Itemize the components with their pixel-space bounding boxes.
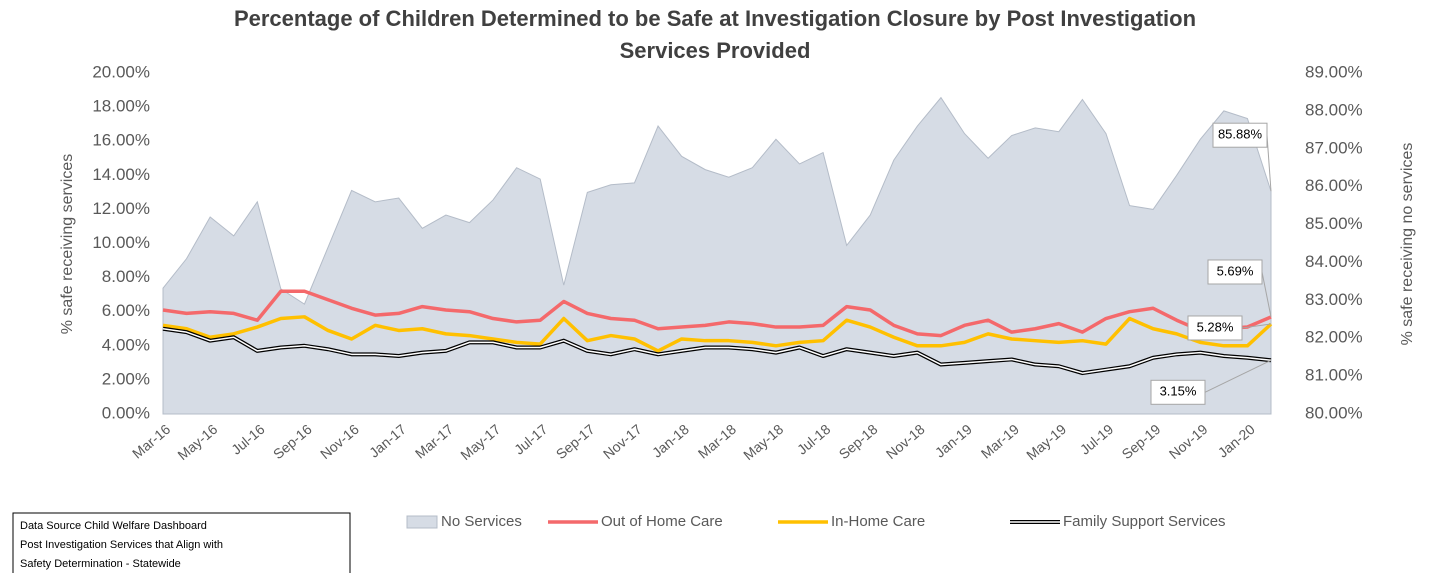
data-label-box xyxy=(1212,122,1268,148)
y-tick-label: 12.00% xyxy=(92,199,150,218)
x-tick-label: Nov-19 xyxy=(1166,421,1211,462)
x-tick-label: Sep-17 xyxy=(553,421,598,462)
x-tick-label: Sep-19 xyxy=(1119,421,1164,462)
data-label: 5.69% xyxy=(1217,263,1254,278)
y-tick-label: 10.00% xyxy=(92,233,150,252)
x-tick-label: Nov-17 xyxy=(600,421,645,462)
note: Safety Determination - Statewide xyxy=(20,558,181,570)
y2-tick-label: 82.00% xyxy=(1305,328,1363,347)
line xyxy=(162,289,1272,338)
x-tick-label: Jul-17 xyxy=(511,421,551,458)
x-tick-label: Jan-17 xyxy=(366,421,409,461)
note: Post Investigation Services that Align w… xyxy=(20,539,223,551)
y-tick-label: 16.00% xyxy=(92,131,150,150)
x-tick-label: Jul-16 xyxy=(228,421,268,458)
y-tick-label: 0.00% xyxy=(102,403,150,422)
x-tick-label: Jul-18 xyxy=(794,421,834,458)
y-tick-label: 8.00% xyxy=(102,267,150,286)
y2-tick-label: 86.00% xyxy=(1305,176,1363,195)
leader-line xyxy=(1241,323,1272,329)
area xyxy=(162,96,1272,415)
y-tick-label: 6.00% xyxy=(102,301,150,320)
x-tick-label: Jan-20 xyxy=(1215,421,1258,461)
data-label: 85.88% xyxy=(1218,127,1263,142)
x-tick-label: Mar-18 xyxy=(695,421,739,462)
x-tick-label: Sep-18 xyxy=(836,421,881,462)
chart-title: Percentage of Children Determined to be … xyxy=(234,6,1196,31)
legend-label: No Services xyxy=(441,513,522,530)
y-tick-label: 14.00% xyxy=(92,165,150,184)
x-tick-label: Jul-19 xyxy=(1077,421,1117,458)
data-label-box xyxy=(1150,379,1206,405)
y-axis-title: % safe receiving services xyxy=(59,154,76,335)
x-tick-label: Mar-17 xyxy=(412,421,456,462)
y2-axis-title: % safe receiving no services xyxy=(1399,143,1416,346)
x-tick-label: Sep-16 xyxy=(270,421,315,462)
legend-label: In-Home Care xyxy=(831,513,925,530)
y-tick-label: 18.00% xyxy=(92,97,150,116)
x-tick-label: Jan-18 xyxy=(649,421,692,461)
y2-tick-label: 84.00% xyxy=(1305,252,1363,271)
y2-tick-label: 80.00% xyxy=(1305,403,1363,422)
x-tick-label: May-16 xyxy=(174,421,220,463)
chart-title: Services Provided xyxy=(620,38,811,63)
x-tick-label: Mar-19 xyxy=(978,421,1022,462)
x-tick-label: May-17 xyxy=(457,421,503,463)
y-tick-label: 4.00% xyxy=(102,335,150,354)
x-tick-label: Mar-16 xyxy=(129,421,173,462)
y2-tick-label: 85.00% xyxy=(1305,214,1363,233)
line xyxy=(162,315,1273,353)
legend-swatch xyxy=(406,515,438,529)
x-tick-label: May-19 xyxy=(1023,421,1069,463)
note: Data Source Child Welfare Dashboard xyxy=(20,520,207,532)
x-tick-label: Nov-16 xyxy=(317,421,362,462)
data-label-box xyxy=(1187,315,1243,341)
plot-area xyxy=(162,96,1273,415)
y-tick-label: 20.00% xyxy=(92,62,150,81)
x-tick-label: Nov-18 xyxy=(883,421,928,462)
y2-tick-label: 81.00% xyxy=(1305,366,1363,385)
note-box xyxy=(12,512,351,573)
data-label: 3.15% xyxy=(1160,384,1197,399)
y-tick-label: 2.00% xyxy=(102,369,150,388)
x-tick-label: Jan-19 xyxy=(932,421,975,461)
data-label: 5.28% xyxy=(1197,319,1234,334)
data-label-box xyxy=(1207,259,1263,285)
y2-tick-label: 88.00% xyxy=(1305,100,1363,119)
leader-line xyxy=(1261,271,1272,318)
y2-tick-label: 89.00% xyxy=(1305,62,1363,81)
y2-tick-label: 83.00% xyxy=(1305,290,1363,309)
leader-line xyxy=(1266,135,1272,192)
legend-label: Family Support Services xyxy=(1063,513,1226,530)
y2-tick-label: 87.00% xyxy=(1305,138,1363,157)
line-inner xyxy=(162,328,1272,374)
leader-line xyxy=(1204,359,1272,393)
legend-label: Out of Home Care xyxy=(601,513,723,530)
x-tick-label: May-18 xyxy=(740,421,786,463)
